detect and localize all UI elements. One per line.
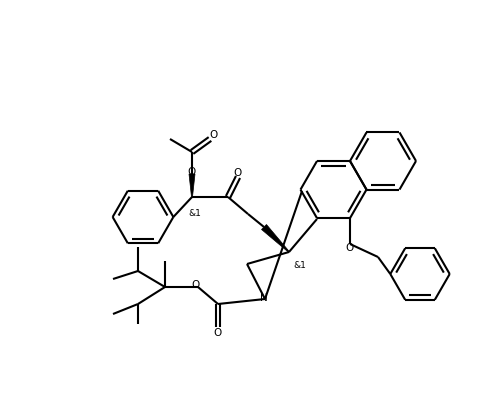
Polygon shape bbox=[262, 225, 289, 253]
Text: &1: &1 bbox=[189, 208, 201, 217]
Text: O: O bbox=[209, 130, 217, 140]
Text: &1: &1 bbox=[294, 260, 306, 269]
Text: N: N bbox=[260, 292, 268, 302]
Text: O: O bbox=[234, 168, 242, 177]
Text: O: O bbox=[346, 243, 354, 252]
Text: O: O bbox=[214, 327, 222, 337]
Polygon shape bbox=[189, 175, 195, 198]
Text: O: O bbox=[192, 279, 200, 289]
Text: O: O bbox=[188, 166, 196, 177]
